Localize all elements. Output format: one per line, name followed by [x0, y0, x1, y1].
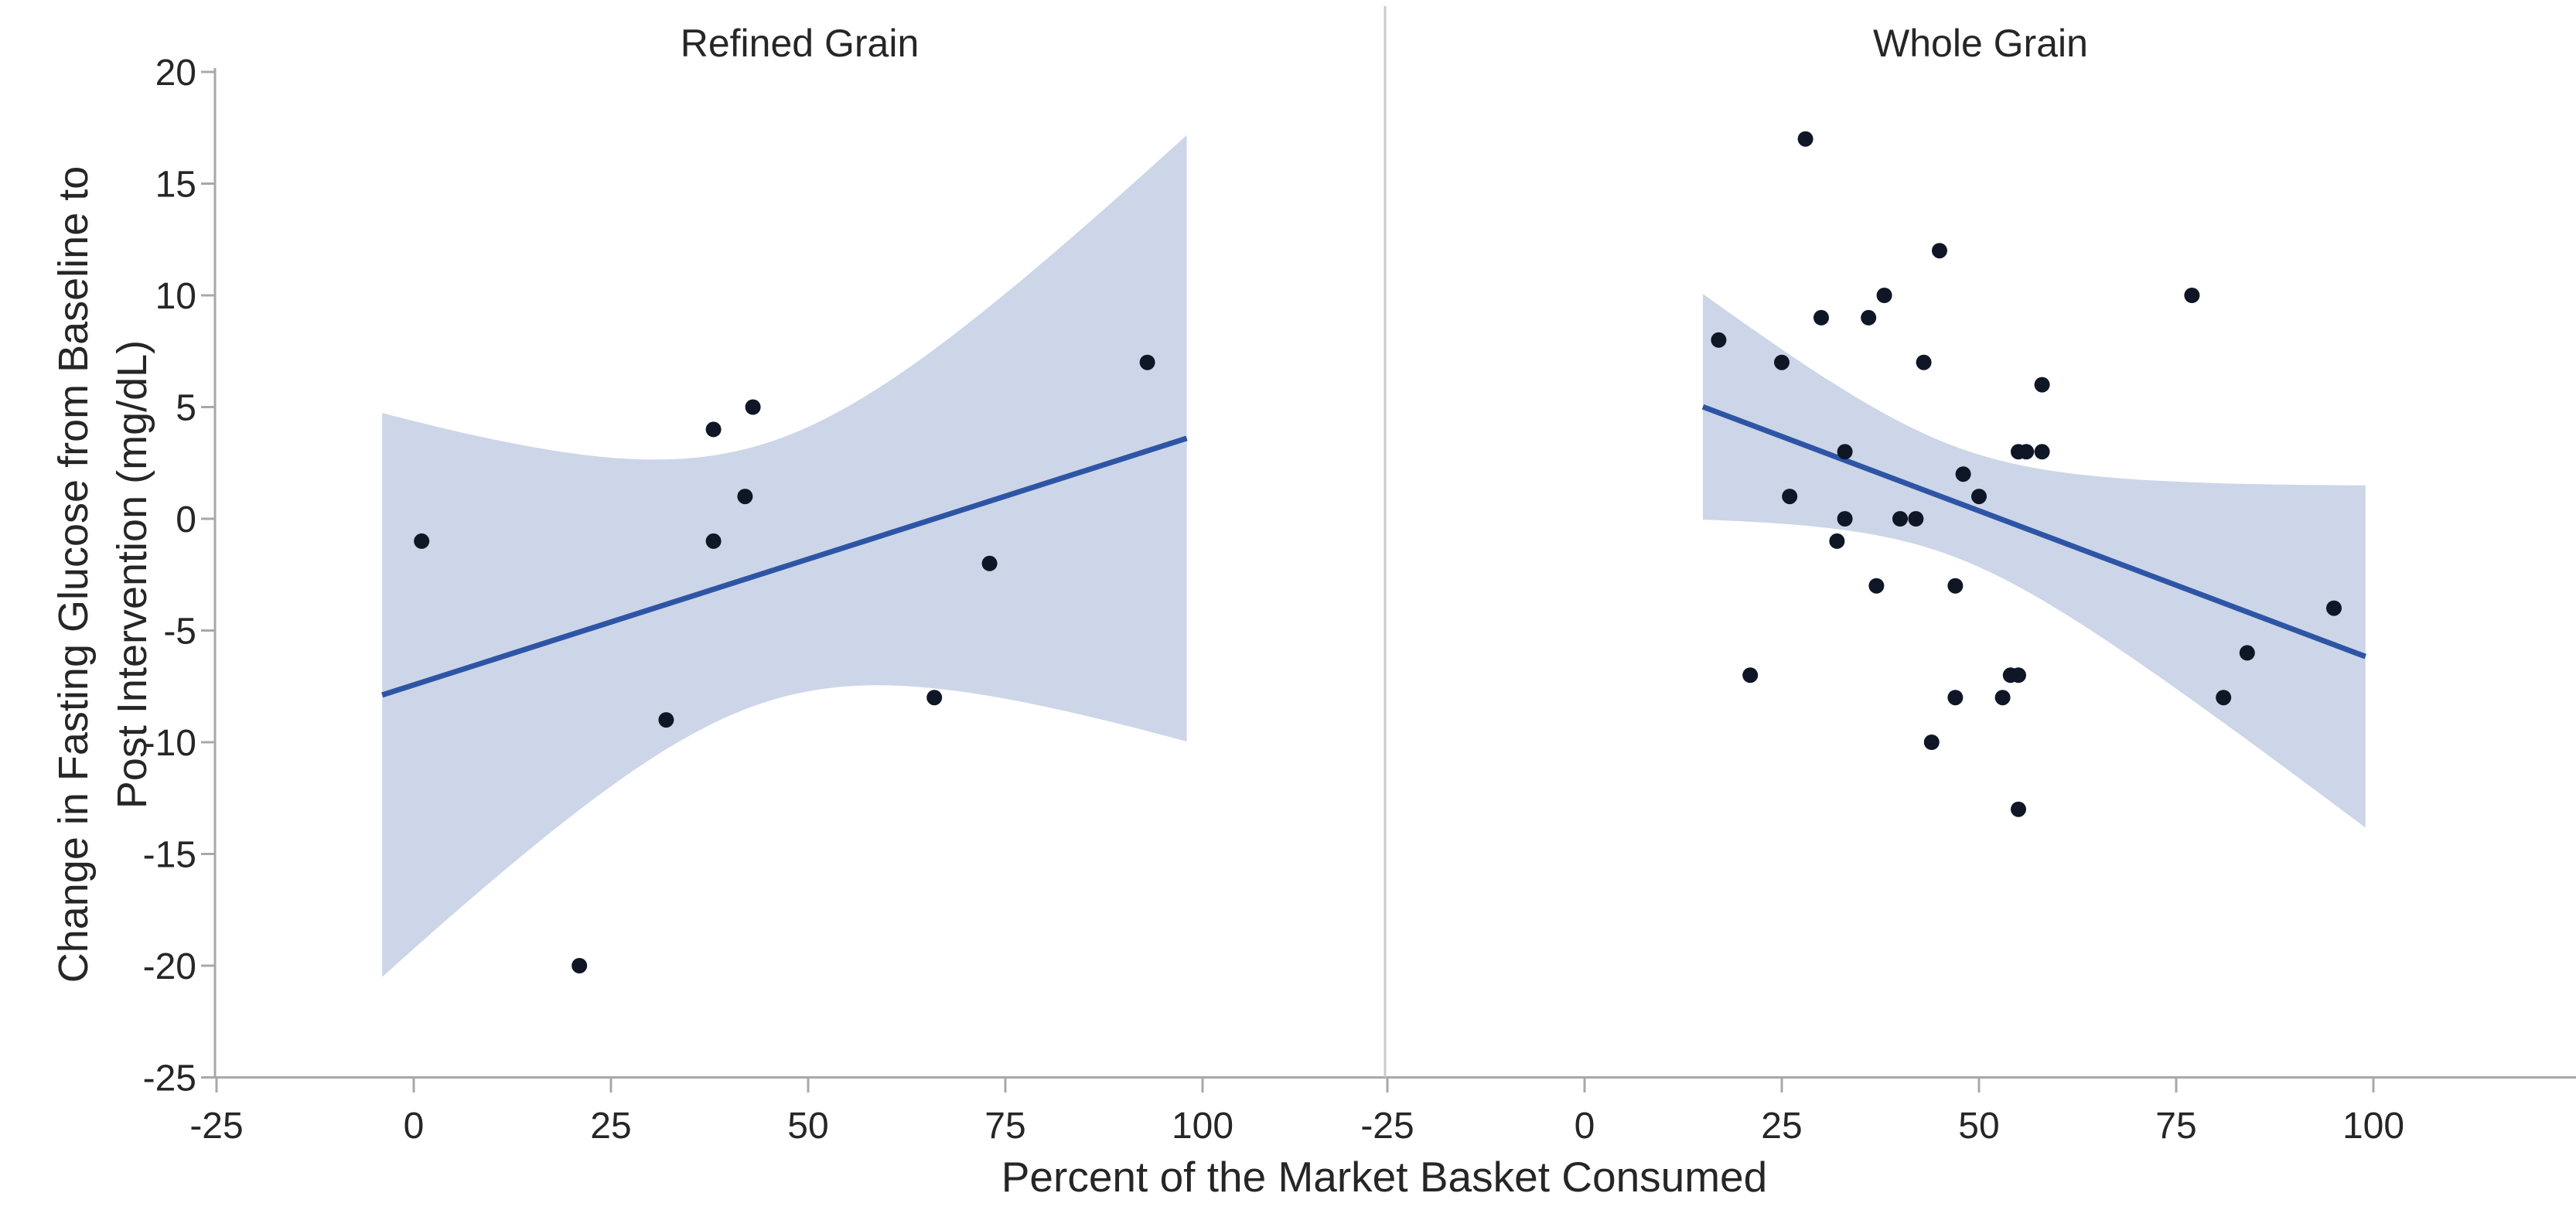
- x-tick-label: 0: [404, 1106, 425, 1147]
- data-point: [2011, 801, 2026, 817]
- data-point: [2018, 444, 2035, 460]
- confidence-band: [382, 135, 1187, 977]
- data-point: [1994, 690, 2011, 706]
- data-point: [1837, 444, 1853, 460]
- x-tick-label: -25: [1360, 1106, 1414, 1147]
- data-point: [2034, 377, 2050, 393]
- data-point: [2034, 444, 2050, 460]
- x-tick-label: 100: [2342, 1106, 2404, 1147]
- data-point: [745, 399, 761, 415]
- data-point: [658, 712, 674, 728]
- trend-line: [1701, 404, 2367, 660]
- y-tick-label: -20: [143, 946, 196, 987]
- y-tick-label: 15: [155, 165, 196, 206]
- data-point: [2184, 288, 2200, 303]
- data-point: [1837, 511, 1853, 527]
- x-tick-label: 25: [590, 1106, 631, 1147]
- y-tick-label: -25: [143, 1058, 196, 1099]
- y-tick-label: -10: [143, 723, 196, 764]
- data-point: [705, 533, 722, 549]
- y-tick-label: -15: [143, 835, 196, 876]
- data-point: [1813, 309, 1829, 326]
- data-point: [1876, 288, 1892, 303]
- data-point: [1829, 533, 1845, 549]
- x-tick-label: 100: [1172, 1106, 1233, 1147]
- panel-title-whole-grain: Whole Grain: [1873, 22, 2088, 65]
- data-point: [1711, 332, 1727, 348]
- data-point: [1971, 489, 1987, 505]
- x-axis-label: Percent of the Market Basket Consumed: [1001, 1153, 1767, 1201]
- data-point: [705, 421, 722, 438]
- confidence-band: [1703, 294, 2366, 828]
- data-point: [2239, 645, 2255, 661]
- data-point: [1742, 667, 1759, 683]
- data-point: [737, 489, 753, 505]
- data-point: [1947, 690, 1964, 706]
- y-tick-label: 20: [155, 53, 196, 94]
- data-point: [1797, 131, 1813, 147]
- data-point: [1892, 511, 1908, 527]
- y-tick-label: 0: [176, 499, 196, 540]
- x-tick-label: 50: [787, 1106, 828, 1147]
- data-point: [1861, 309, 1877, 326]
- data-point: [1923, 735, 1940, 750]
- data-point: [1955, 466, 1971, 482]
- data-point: [926, 690, 943, 706]
- y-axis-label-line1: Change in Fasting Glucose from Baseline …: [50, 166, 97, 983]
- y-tick-label: -5: [163, 612, 196, 653]
- x-tick-label: 75: [2155, 1106, 2196, 1147]
- x-tick-label: 25: [1761, 1106, 1802, 1147]
- y-tick-label: 5: [176, 388, 196, 429]
- data-point: [1932, 243, 1947, 259]
- data-point: [1908, 511, 1924, 527]
- y-tick-label: 10: [155, 276, 196, 317]
- data-point: [571, 958, 588, 973]
- data-point: [1774, 354, 1790, 370]
- x-tick-label: 0: [1575, 1106, 1595, 1147]
- data-point: [1782, 489, 1798, 505]
- data-point: [1947, 578, 1964, 594]
- trend-line: [381, 435, 1188, 698]
- data-point: [414, 533, 430, 549]
- x-tick-label: 50: [1958, 1106, 1999, 1147]
- panel-title-refined-grain: Refined Grain: [681, 22, 920, 65]
- x-tick-label: 75: [984, 1106, 1025, 1147]
- x-tick-label: -25: [189, 1106, 243, 1147]
- data-point: [2011, 667, 2026, 683]
- y-axis-label-line2: Post Intervention (mg/dL): [109, 340, 155, 809]
- data-point: [2216, 690, 2232, 706]
- data-point: [1916, 354, 1932, 370]
- data-point: [2326, 600, 2342, 616]
- data-point: [981, 555, 998, 571]
- data-point: [1139, 354, 1155, 370]
- data-point: [1868, 578, 1885, 594]
